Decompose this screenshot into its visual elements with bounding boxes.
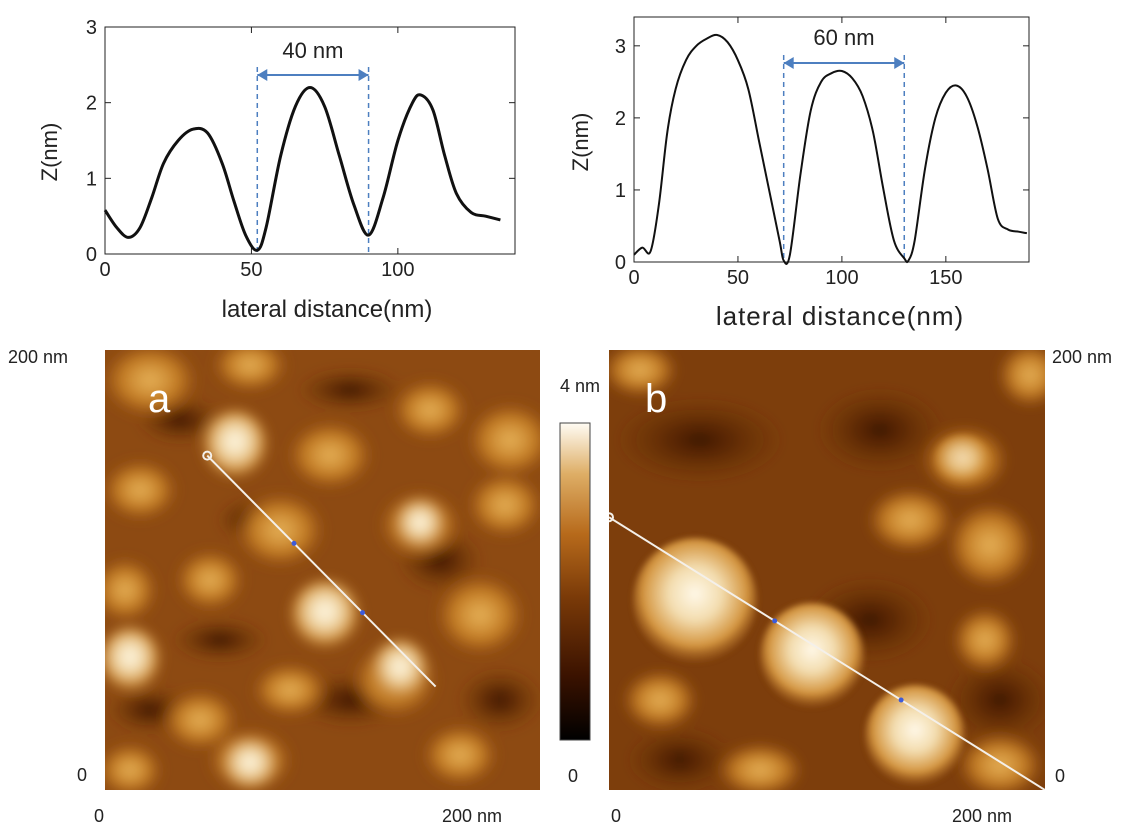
- plot-frame-b: [633, 16, 1030, 263]
- y-tick-label: 0: [86, 244, 97, 266]
- panel-label-a: a: [148, 377, 171, 421]
- y-tick-label: 1: [615, 180, 626, 202]
- plot-frame-a: [104, 26, 516, 255]
- y-tick-label: 3: [86, 17, 97, 39]
- profile-line-start-b: [609, 512, 614, 523]
- afm-b-x-min: 0: [611, 806, 621, 826]
- afm-b-y-min: 0: [1055, 766, 1065, 786]
- afm-a-x-min: 0: [94, 806, 104, 826]
- y-tick-label: 2: [86, 93, 97, 115]
- profile-series-b: [633, 33, 1028, 265]
- profile-line-a: [206, 454, 437, 688]
- panel-label-b: b: [645, 377, 667, 421]
- x-tick-label: 100: [825, 267, 858, 289]
- x-tick-label: 150: [929, 267, 962, 289]
- x-tick-label: 100: [381, 259, 414, 281]
- height-profile-a: 0 1 2 3 0 50 100 Z(nm) lateral distance(nm) 4…: [37, 17, 516, 323]
- y-tick-label: 0: [615, 252, 626, 274]
- profile-line-start-a: [202, 450, 213, 461]
- afm-b-x-max: 200 nm: [952, 806, 1012, 826]
- profile-marker-a-2: [360, 610, 366, 616]
- profile-marker-b-1: [772, 618, 778, 624]
- height-profile-b: 0 1 2 3 0 50 100 150 Z(nm) lateral distance(nm…: [568, 16, 1030, 331]
- colorbar-max-label: 4 nm: [560, 376, 600, 396]
- profile-line-b: [609, 516, 1045, 790]
- profile-marker-b-2: [898, 697, 904, 703]
- y-axis-label-b: Z(nm): [568, 113, 593, 172]
- afm-a-y-min: 0: [77, 765, 87, 785]
- x-tick-label: 0: [628, 267, 639, 289]
- x-tick-label: 50: [727, 267, 749, 289]
- afm-a-y-max: 200 nm: [8, 347, 68, 367]
- annotation-arrowhead-right: [358, 69, 369, 81]
- annotation-arrowhead-left: [257, 69, 268, 81]
- afm-a-x-max: 200 nm: [442, 806, 502, 826]
- colorbar-min-label: 0: [568, 766, 578, 786]
- afm-b-y-max: 200 nm: [1052, 347, 1112, 367]
- x-tick-label: 0: [99, 259, 110, 281]
- y-tick-label: 2: [615, 108, 626, 130]
- afm-image-a: a 200 nm 0 0 200 nm: [8, 347, 540, 826]
- afm-image-b: b 200 nm 0 0 200 nm: [609, 347, 1112, 826]
- y-tick-label: 3: [615, 36, 626, 58]
- annotation-arrowhead-left: [783, 57, 794, 69]
- colorbar-gradient: [559, 422, 591, 741]
- colorbar: 4 nm 0: [559, 376, 600, 786]
- x-axis-label-a: lateral distance(nm): [222, 296, 433, 323]
- profile-series-a: [103, 86, 501, 252]
- spacing-annotation-a: 40 nm: [282, 38, 343, 63]
- x-axis-label-b: lateral distance(nm): [716, 301, 964, 331]
- annotation-arrowhead-right: [894, 57, 905, 69]
- x-tick-label: 50: [240, 259, 262, 281]
- y-tick-label: 1: [86, 168, 97, 190]
- spacing-annotation-b: 60 nm: [813, 25, 874, 50]
- profile-marker-a-1: [291, 540, 297, 546]
- y-axis-label-a: Z(nm): [37, 123, 62, 182]
